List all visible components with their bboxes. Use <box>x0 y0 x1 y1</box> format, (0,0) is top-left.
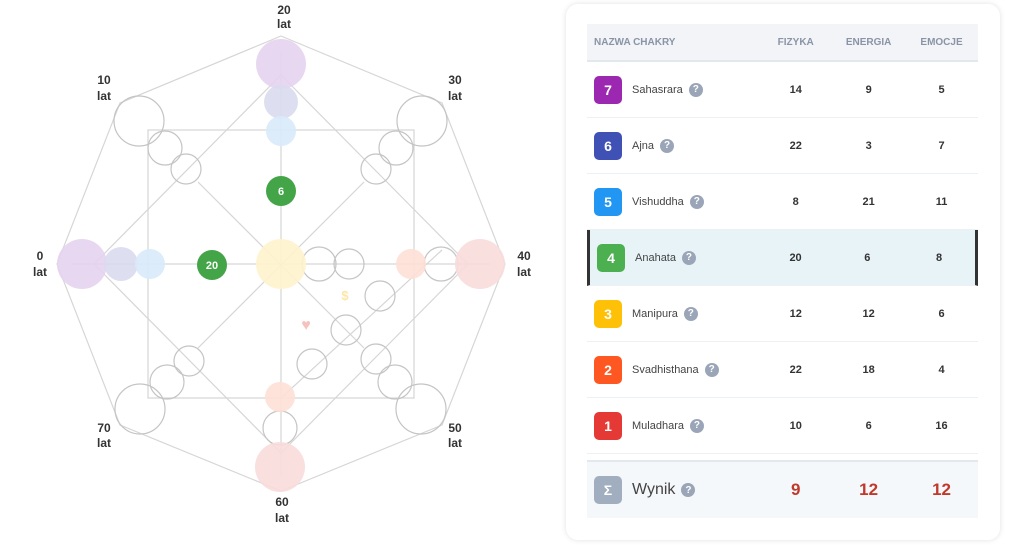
help-icon[interactable]: ? <box>688 82 703 97</box>
energy-value: 12 <box>862 307 875 320</box>
summary-energy: 12 <box>859 480 879 499</box>
sigma-icon: Σ <box>594 476 622 504</box>
svg-text:70: 70 <box>97 421 111 435</box>
marker-top-value: 6 <box>278 186 284 198</box>
emotions-value: 11 <box>935 195 948 208</box>
emotions-value: 7 <box>938 139 945 152</box>
chakra-name: Sahasrara <box>632 83 683 96</box>
header-physics: FIZYKA <box>777 36 814 48</box>
table-row[interactable]: 6 Ajna? 22 3 7 <box>587 118 978 174</box>
help-icon[interactable]: ? <box>689 194 704 209</box>
emotions-value: 5 <box>938 83 945 96</box>
chakra-number-badge: 6 <box>594 131 622 160</box>
chakra-number-badge: 2 <box>594 355 622 384</box>
svg-text:lat: lat <box>277 17 291 31</box>
physics-value: 14 <box>789 83 802 96</box>
marker-left[interactable]: 20 <box>197 250 227 280</box>
table-header: NAZWA CHAKRY FIZYKA ENERGIA EMOCJE <box>587 24 978 62</box>
svg-text:lat: lat <box>33 265 47 279</box>
chakra-number-badge: 1 <box>594 411 622 440</box>
physics-value: 12 <box>789 307 802 320</box>
energy-value: 18 <box>862 363 875 376</box>
chakra-name: Manipura <box>632 307 678 320</box>
header-energy: ENERGIA <box>845 36 892 48</box>
help-icon[interactable]: ? <box>660 138 675 153</box>
emotions-value: 16 <box>935 419 948 432</box>
energy-value: 6 <box>864 251 871 264</box>
chakra-name: Anahata <box>635 251 676 264</box>
svg-text:30: 30 <box>448 73 462 87</box>
table-row[interactable]: 1 Muladhara? 10 6 16 <box>587 398 978 454</box>
emotions-value: 4 <box>938 363 945 376</box>
help-icon[interactable]: ? <box>689 418 704 433</box>
energy-value: 6 <box>865 419 872 432</box>
svg-text:0: 0 <box>37 249 44 263</box>
table-row[interactable]: 2 Svadhisthana? 22 18 4 <box>587 342 978 398</box>
svg-text:lat: lat <box>275 511 289 525</box>
chakra-name: Svadhisthana <box>632 363 699 376</box>
chakra-table: NAZWA CHAKRY FIZYKA ENERGIA EMOCJE 7 Saha… <box>587 24 978 518</box>
svg-text:lat: lat <box>97 436 111 450</box>
summary-physics: 9 <box>790 480 801 499</box>
table-row[interactable]: 3 Manipura? 12 12 6 <box>587 286 978 342</box>
svg-text:50: 50 <box>448 421 462 435</box>
energy-value: 21 <box>862 195 875 208</box>
chakra-number-badge: 7 <box>594 75 622 104</box>
summary-emotions: 12 <box>932 480 951 499</box>
svg-text:10: 10 <box>97 73 111 87</box>
marker-top[interactable]: 6 <box>266 176 296 206</box>
physics-value: 22 <box>789 363 802 376</box>
summary-label: Wynik <box>632 481 676 498</box>
header-name: NAZWA CHAKRY <box>594 36 676 48</box>
physics-value: 10 <box>789 419 802 432</box>
physics-value: 22 <box>789 139 802 152</box>
svg-text:lat: lat <box>448 89 462 103</box>
table-row[interactable]: 5 Vishuddha? 8 21 11 <box>587 174 978 230</box>
help-icon[interactable]: ? <box>683 306 698 321</box>
physics-value: 20 <box>789 251 802 264</box>
svg-text:lat: lat <box>448 436 462 450</box>
chakra-circles <box>57 39 505 492</box>
chakra-number-badge: 4 <box>597 243 625 272</box>
table-row[interactable]: 4 Anahata? 20 6 8 <box>587 230 978 286</box>
header-emotions: EMOCJE <box>920 36 963 48</box>
svg-text:40: 40 <box>517 249 531 263</box>
svg-text:lat: lat <box>97 89 111 103</box>
energy-value: 3 <box>865 139 872 152</box>
summary-row: Σ Wynik ? 9 12 12 <box>587 460 978 518</box>
emotions-value: 6 <box>938 307 945 320</box>
help-icon[interactable]: ? <box>681 483 696 497</box>
table-row[interactable]: 7 Sahasrara? 14 9 5 <box>587 62 978 118</box>
chakra-name: Vishuddha <box>632 195 684 208</box>
svg-text:20: 20 <box>277 3 291 17</box>
chakra-name: Muladhara <box>632 419 684 432</box>
dollar-icon: $ <box>341 288 349 303</box>
heart-icon: ♥ <box>301 317 311 334</box>
help-icon[interactable]: ? <box>681 250 696 265</box>
chakra-number-badge: 5 <box>594 187 622 216</box>
emotions-value: 8 <box>936 251 943 264</box>
marker-left-value: 20 <box>206 260 218 272</box>
physics-value: 8 <box>792 195 799 208</box>
help-icon[interactable]: ? <box>704 362 719 377</box>
chakra-table-card: NAZWA CHAKRY FIZYKA ENERGIA EMOCJE 7 Saha… <box>566 4 1000 540</box>
chakra-number-badge: 3 <box>594 299 622 328</box>
chakra-name: Ajna <box>632 139 655 152</box>
svg-text:60: 60 <box>275 495 289 509</box>
energy-value: 9 <box>865 83 872 96</box>
svg-text:lat: lat <box>517 265 531 279</box>
